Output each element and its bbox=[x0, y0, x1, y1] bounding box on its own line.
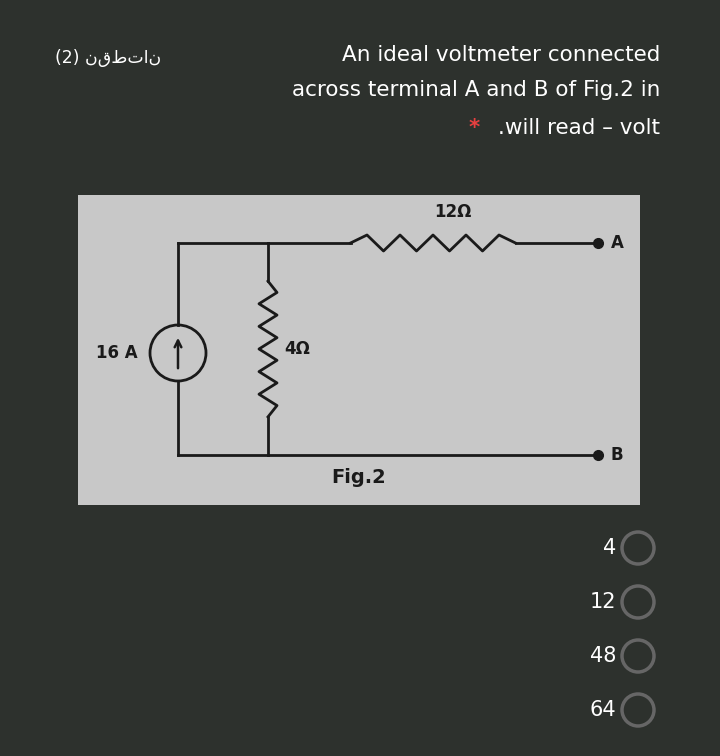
Text: 64: 64 bbox=[590, 700, 616, 720]
Text: .will read – volt: .will read – volt bbox=[498, 118, 660, 138]
Text: (2) نقطتان: (2) نقطتان bbox=[55, 49, 161, 67]
Text: 4: 4 bbox=[603, 538, 616, 558]
Text: across terminal A and B of Fig.2 in: across terminal A and B of Fig.2 in bbox=[292, 80, 660, 100]
Text: An ideal voltmeter connected: An ideal voltmeter connected bbox=[341, 45, 660, 65]
Text: 48: 48 bbox=[590, 646, 616, 666]
Text: Fig.2: Fig.2 bbox=[332, 468, 387, 487]
Text: *: * bbox=[469, 118, 480, 138]
Text: 12Ω: 12Ω bbox=[434, 203, 472, 221]
Text: 16 A: 16 A bbox=[96, 344, 138, 362]
FancyBboxPatch shape bbox=[78, 195, 640, 505]
Text: 12: 12 bbox=[590, 592, 616, 612]
Text: A: A bbox=[611, 234, 624, 252]
Text: B: B bbox=[611, 446, 624, 464]
Text: 4Ω: 4Ω bbox=[284, 340, 310, 358]
